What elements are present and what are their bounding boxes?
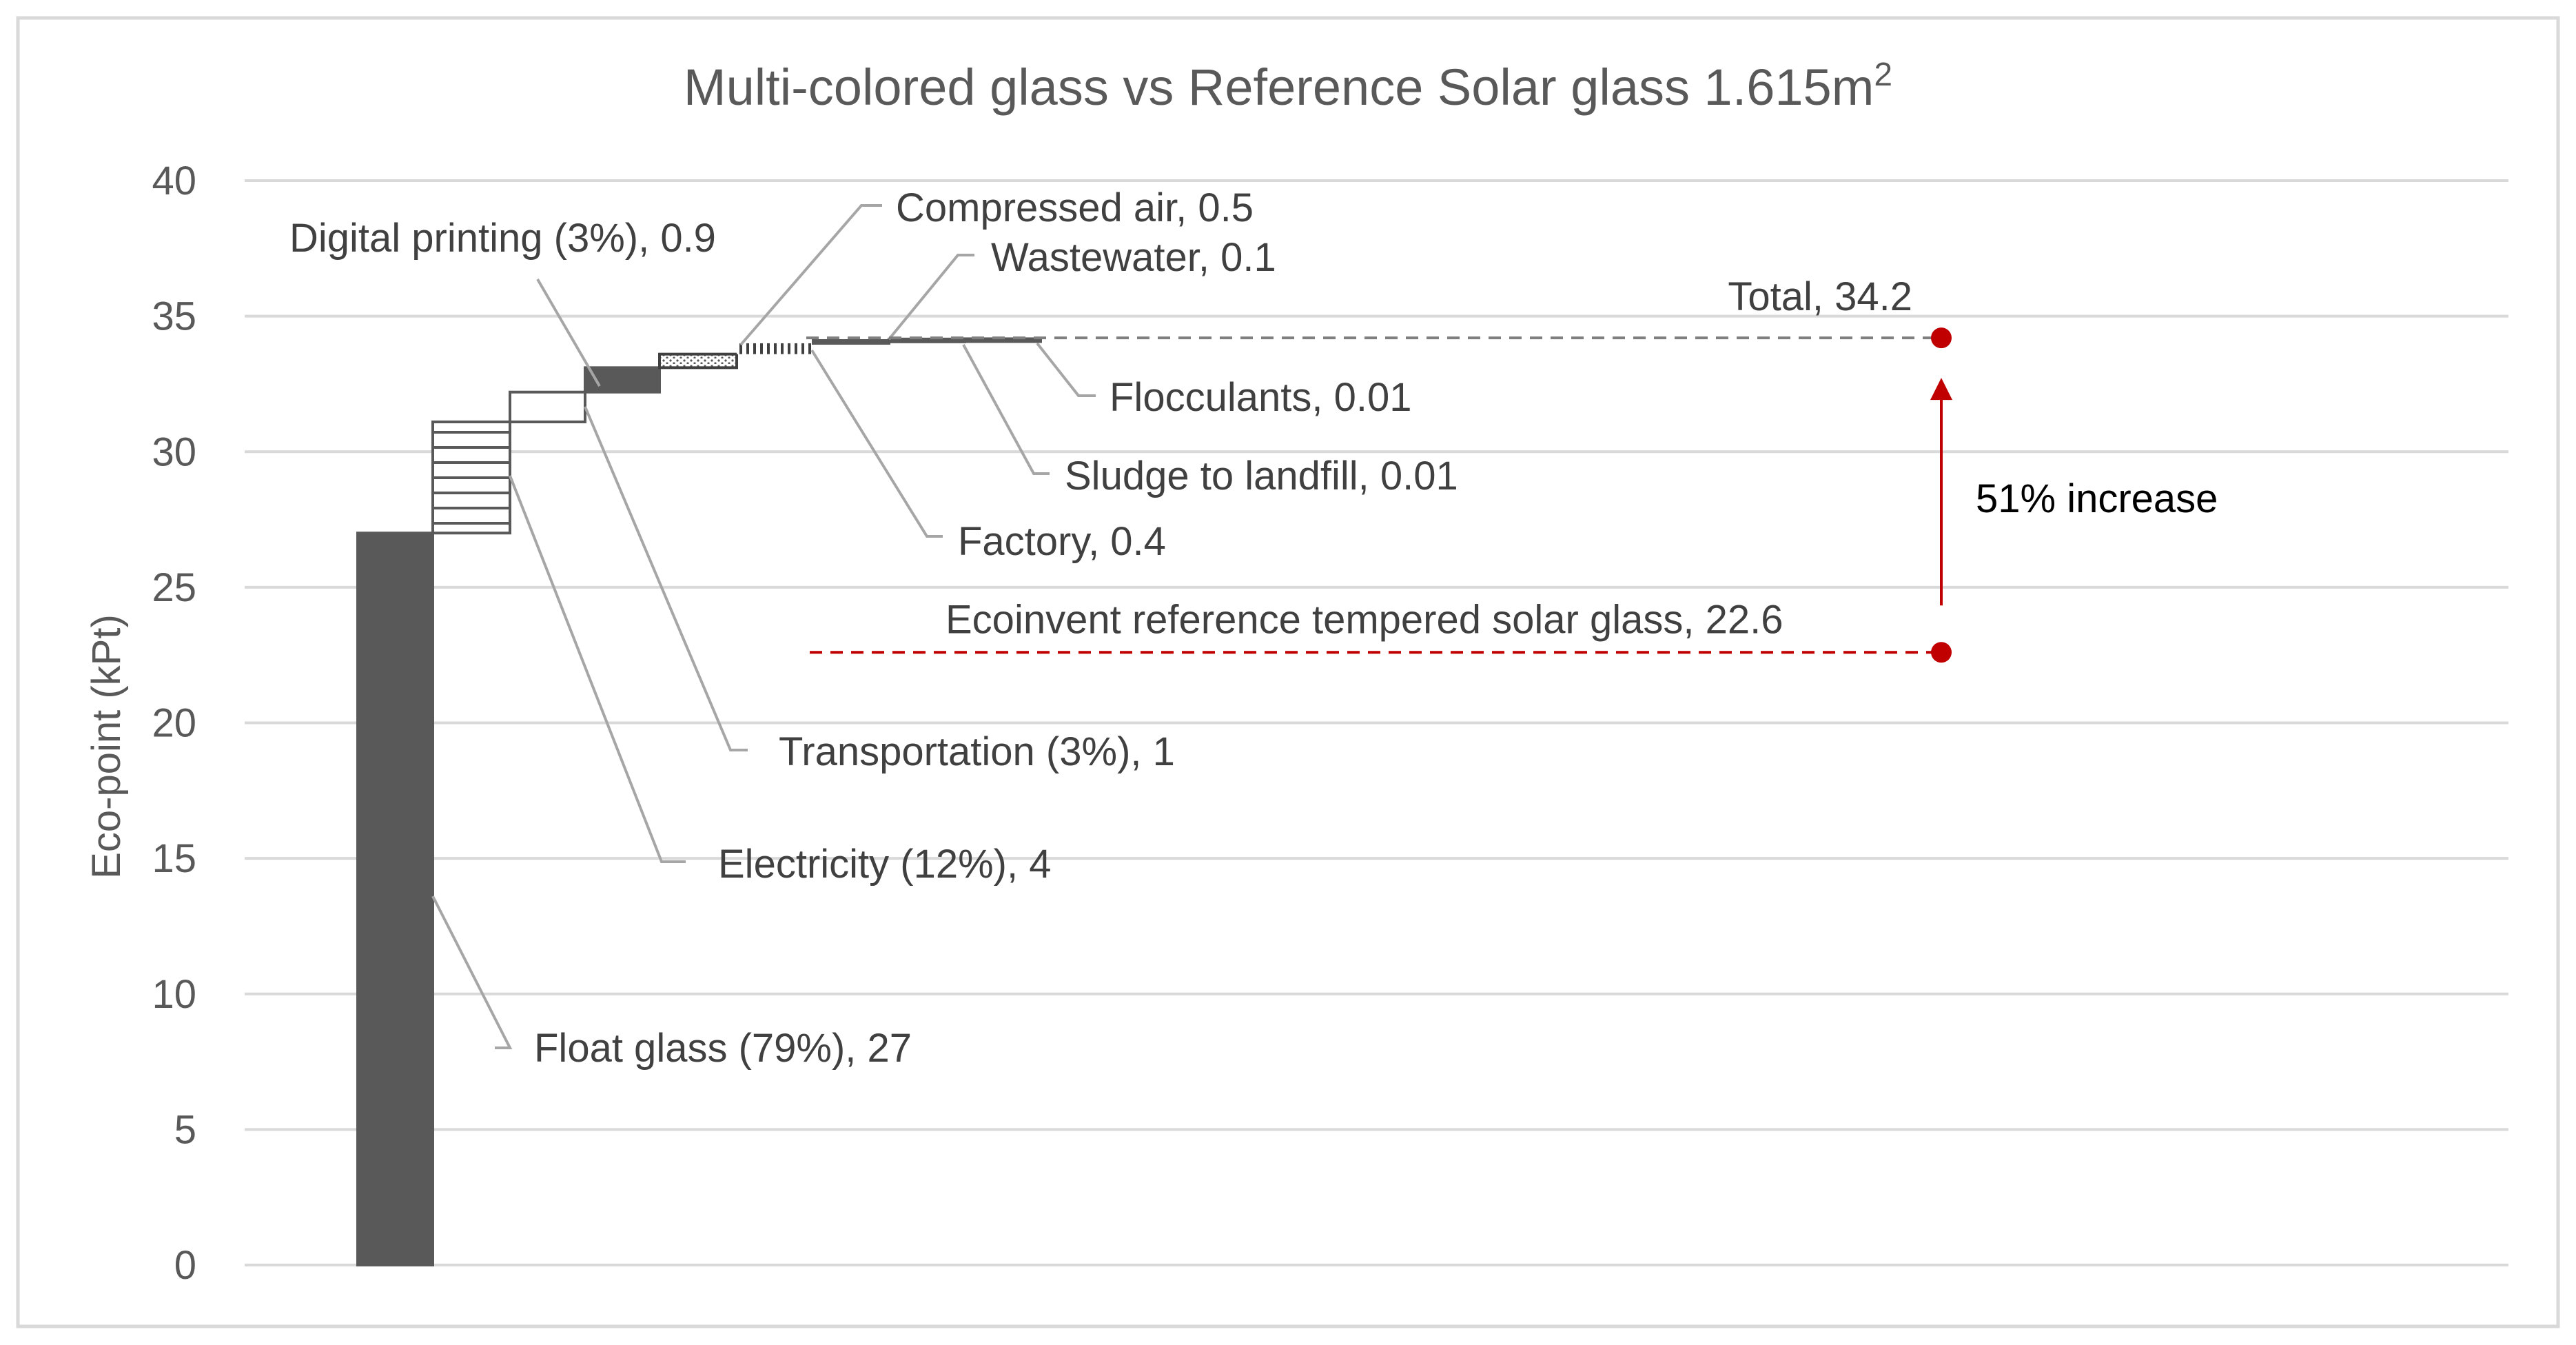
callout-electricity-12 bbox=[509, 475, 686, 863]
callout-sludge-to-landfill bbox=[962, 344, 1050, 475]
callout-wastewater bbox=[888, 254, 974, 341]
bar-wastewater bbox=[812, 338, 890, 345]
chart-title-superscript: 2 bbox=[1874, 57, 1892, 93]
callout-compressed-air bbox=[739, 204, 882, 346]
label-factory: Factory, 0.4 bbox=[958, 519, 1166, 564]
bar-factory bbox=[737, 343, 813, 354]
callout-transportation-3 bbox=[584, 406, 748, 751]
y-axis-label: Eco-point (kPt) bbox=[84, 614, 129, 879]
reference-label: Ecoinvent reference tempered solar glass… bbox=[945, 597, 1783, 642]
y-tick-label: 10 bbox=[152, 972, 196, 1017]
label-flocculants: Flocculants, 0.01 bbox=[1110, 375, 1411, 420]
bar-sludge-to-landfill bbox=[888, 337, 966, 343]
chart-title: Multi-colored glass vs Reference Solar g… bbox=[684, 57, 1892, 116]
y-tick-label: 20 bbox=[152, 701, 196, 746]
y-tick-label: 5 bbox=[174, 1107, 196, 1152]
y-tick-label: 40 bbox=[152, 159, 196, 203]
callout-factory bbox=[810, 349, 943, 538]
y-tick-label: 35 bbox=[152, 294, 196, 339]
y-tick-label: 30 bbox=[152, 429, 196, 474]
total-label: Total, 34.2 bbox=[1728, 274, 1912, 319]
label-transportation-3: Transportation (3%), 1 bbox=[779, 729, 1175, 774]
callout-lines bbox=[431, 204, 1096, 1049]
y-tick-label: 15 bbox=[152, 836, 196, 881]
y-tick-label: 25 bbox=[152, 565, 196, 610]
bar-compressed-air bbox=[658, 352, 738, 370]
y-tick-label: 0 bbox=[174, 1243, 196, 1288]
waterfall-bars bbox=[356, 337, 1042, 1266]
y-axis-ticks: 0 5 10 15 20 25 30 35 40 bbox=[152, 159, 196, 1288]
reference-point bbox=[1931, 642, 1952, 663]
increase-label: 51% increase bbox=[1976, 476, 2218, 521]
total-point bbox=[1931, 327, 1952, 349]
increase-arrow-head bbox=[1930, 378, 1952, 401]
data-labels: Float glass (79%), 27 Electricity (12%), … bbox=[289, 185, 1458, 1071]
label-wastewater: Wastewater, 0.1 bbox=[991, 235, 1276, 280]
bar-electricity-12 bbox=[431, 420, 511, 535]
label-digital-printing-3: Digital printing (3%), 0.9 bbox=[289, 216, 716, 261]
gridlines bbox=[245, 179, 2508, 1266]
label-electricity-12: Electricity (12%), 4 bbox=[718, 842, 1051, 887]
callout-float-glass-79 bbox=[431, 896, 513, 1049]
reference-annotations: Total, 34.2 Ecoinvent reference tempered … bbox=[806, 274, 2218, 663]
callout-digital-printing-3 bbox=[536, 278, 601, 387]
label-sludge-to-landfill: Sludge to landfill, 0.01 bbox=[1065, 454, 1458, 498]
bar-transportation-3 bbox=[509, 390, 586, 423]
label-compressed-air: Compressed air, 0.5 bbox=[896, 185, 1254, 230]
label-float-glass-79: Float glass (79%), 27 bbox=[534, 1026, 912, 1071]
chart-border bbox=[16, 16, 2560, 1328]
callout-flocculants bbox=[1036, 342, 1096, 397]
bar-float-glass-79 bbox=[356, 532, 434, 1266]
